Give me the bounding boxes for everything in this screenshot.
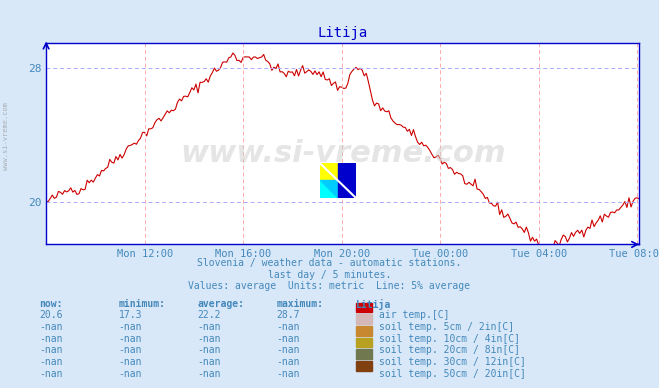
Text: soil temp. 50cm / 20in[C]: soil temp. 50cm / 20in[C] (379, 369, 526, 379)
Text: www.si-vreme.com: www.si-vreme.com (180, 139, 505, 168)
Text: air temp.[C]: air temp.[C] (379, 310, 449, 320)
Text: -nan: -nan (40, 357, 63, 367)
Text: soil temp. 10cm / 4in[C]: soil temp. 10cm / 4in[C] (379, 334, 520, 344)
Text: -nan: -nan (198, 357, 221, 367)
Text: -nan: -nan (198, 322, 221, 332)
Polygon shape (320, 163, 338, 180)
Text: now:: now: (40, 299, 63, 309)
Text: www.si-vreme.com: www.si-vreme.com (3, 102, 9, 170)
Polygon shape (320, 180, 338, 198)
Text: -nan: -nan (198, 334, 221, 344)
Text: average:: average: (198, 299, 244, 309)
Text: -nan: -nan (277, 369, 301, 379)
Text: -nan: -nan (119, 322, 142, 332)
Text: -nan: -nan (198, 369, 221, 379)
Text: -nan: -nan (277, 334, 301, 344)
Text: Values: average  Units: metric  Line: 5% average: Values: average Units: metric Line: 5% a… (188, 281, 471, 291)
Text: Slovenia / weather data - automatic stations.: Slovenia / weather data - automatic stat… (197, 258, 462, 268)
Polygon shape (320, 180, 338, 198)
Text: -nan: -nan (40, 334, 63, 344)
Text: 22.2: 22.2 (198, 310, 221, 320)
Text: -nan: -nan (40, 369, 63, 379)
Text: -nan: -nan (277, 345, 301, 355)
Text: soil temp. 20cm / 8in[C]: soil temp. 20cm / 8in[C] (379, 345, 520, 355)
Text: -nan: -nan (119, 357, 142, 367)
Text: soil temp. 30cm / 12in[C]: soil temp. 30cm / 12in[C] (379, 357, 526, 367)
Text: -nan: -nan (119, 334, 142, 344)
Text: 17.3: 17.3 (119, 310, 142, 320)
Text: -nan: -nan (277, 322, 301, 332)
Polygon shape (320, 163, 338, 180)
Text: Litija: Litija (356, 299, 391, 310)
Text: -nan: -nan (119, 369, 142, 379)
Text: -nan: -nan (277, 357, 301, 367)
Title: Litija: Litija (318, 26, 368, 40)
Text: -nan: -nan (40, 322, 63, 332)
Text: 20.6: 20.6 (40, 310, 63, 320)
Text: maximum:: maximum: (277, 299, 324, 309)
Text: minimum:: minimum: (119, 299, 165, 309)
Text: -nan: -nan (119, 345, 142, 355)
Text: 28.7: 28.7 (277, 310, 301, 320)
Text: -nan: -nan (40, 345, 63, 355)
Text: soil temp. 5cm / 2in[C]: soil temp. 5cm / 2in[C] (379, 322, 514, 332)
Text: -nan: -nan (198, 345, 221, 355)
Text: last day / 5 minutes.: last day / 5 minutes. (268, 270, 391, 280)
Polygon shape (338, 163, 356, 198)
